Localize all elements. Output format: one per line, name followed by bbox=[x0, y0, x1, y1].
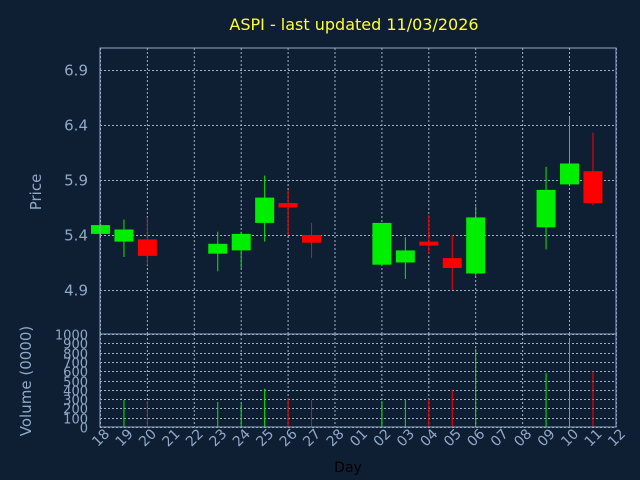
x-tick-label: 26 bbox=[277, 426, 301, 450]
volume-tick-label: 300 bbox=[63, 394, 88, 409]
x-tick-label: 05 bbox=[441, 426, 465, 450]
candle-body bbox=[278, 203, 298, 208]
volume-panel-frame bbox=[99, 333, 617, 428]
x-tick-label: 21 bbox=[160, 426, 184, 450]
candle-body bbox=[466, 217, 486, 274]
volume-bars bbox=[123, 338, 594, 427]
volume-tick-label: 900 bbox=[63, 338, 88, 353]
x-tick-label: 12 bbox=[605, 426, 629, 450]
volume-tick-label: 500 bbox=[63, 376, 88, 391]
x-tick-label: 06 bbox=[464, 426, 488, 450]
x-tick-label: 04 bbox=[418, 426, 442, 450]
candle-26 bbox=[278, 189, 298, 235]
x-tick-label: 20 bbox=[136, 426, 160, 450]
candle-body bbox=[255, 197, 275, 223]
price-tick-label: 5.4 bbox=[64, 227, 88, 245]
candle-11 bbox=[583, 132, 603, 206]
candle-02 bbox=[372, 222, 392, 265]
candle-body bbox=[583, 171, 603, 204]
candle-06 bbox=[466, 206, 486, 276]
x-tick-label: 03 bbox=[394, 426, 418, 450]
chart-title: ASPI - last updated 11/03/2026 bbox=[229, 15, 478, 34]
candle-24 bbox=[231, 231, 251, 268]
candle-10 bbox=[560, 117, 579, 185]
x-tick-label: 19 bbox=[113, 426, 137, 450]
x-tick-label: 10 bbox=[558, 426, 582, 450]
x-axis-ticks: 18 19 20 21 22 23 24 25 26 27 28 01 02 03 04 05 06 07 08 09… bbox=[89, 426, 629, 450]
volume-tick-label: 0 bbox=[80, 422, 88, 437]
x-tick-label: 11 bbox=[582, 426, 606, 450]
x-tick-label: 18 bbox=[89, 426, 113, 450]
volume-tick-label: 600 bbox=[63, 366, 88, 381]
candle-body bbox=[114, 229, 134, 242]
candle-body bbox=[560, 163, 579, 185]
candle-body bbox=[419, 241, 439, 246]
candle-23 bbox=[208, 231, 228, 272]
x-tick-label: 22 bbox=[183, 426, 207, 450]
candle-body bbox=[395, 250, 415, 263]
x-tick-label: 24 bbox=[230, 426, 254, 450]
candle-body bbox=[302, 235, 322, 243]
candle-03 bbox=[395, 237, 415, 279]
candle-20 bbox=[137, 217, 157, 265]
x-axis-label: Day bbox=[334, 460, 362, 476]
x-tick-label: 28 bbox=[324, 426, 348, 450]
candle-04 bbox=[419, 215, 439, 254]
x-tick-label: 25 bbox=[253, 426, 277, 450]
candle-body bbox=[442, 258, 462, 268]
candle-09 bbox=[536, 166, 556, 250]
volume-tick-label: 800 bbox=[63, 348, 88, 363]
candles bbox=[91, 117, 603, 290]
price-tick-label: 4.9 bbox=[64, 282, 88, 300]
candle-body bbox=[536, 189, 556, 228]
x-tick-label: 23 bbox=[206, 426, 230, 450]
candle-27 bbox=[302, 222, 322, 259]
candle-19 bbox=[114, 219, 134, 257]
candle-body bbox=[137, 239, 157, 256]
x-tick-label: 27 bbox=[300, 426, 324, 450]
candle-05 bbox=[442, 235, 462, 290]
price-axis-label: Price bbox=[27, 174, 45, 211]
price-grid bbox=[100, 48, 617, 334]
x-tick-label: 01 bbox=[347, 426, 371, 450]
price-tick-label: 6.4 bbox=[64, 117, 88, 135]
volume-tick-label: 100 bbox=[63, 413, 88, 428]
volume-grid bbox=[100, 334, 617, 428]
x-tick-label: 08 bbox=[511, 426, 535, 450]
price-tick-label: 5.9 bbox=[64, 172, 88, 190]
volume-tick-label: 400 bbox=[63, 385, 88, 400]
volume-tick-label: 200 bbox=[63, 403, 88, 418]
x-tick-label: 07 bbox=[488, 426, 512, 450]
volume-axis-label: Volume (0000) bbox=[17, 326, 35, 436]
price-tick-label: 6.9 bbox=[64, 62, 88, 80]
x-tick-label: 02 bbox=[371, 426, 395, 450]
candle-body bbox=[231, 233, 251, 251]
x-tick-label: 09 bbox=[535, 426, 559, 450]
candle-body bbox=[208, 243, 228, 254]
volume-tick-label: 1000 bbox=[55, 329, 88, 344]
volume-tick-label: 700 bbox=[63, 357, 88, 372]
candle-25 bbox=[255, 175, 275, 242]
candle-body bbox=[372, 222, 392, 265]
price-axis-ticks: 4.9 5.4 5.9 6.4 6.9 bbox=[64, 62, 88, 300]
